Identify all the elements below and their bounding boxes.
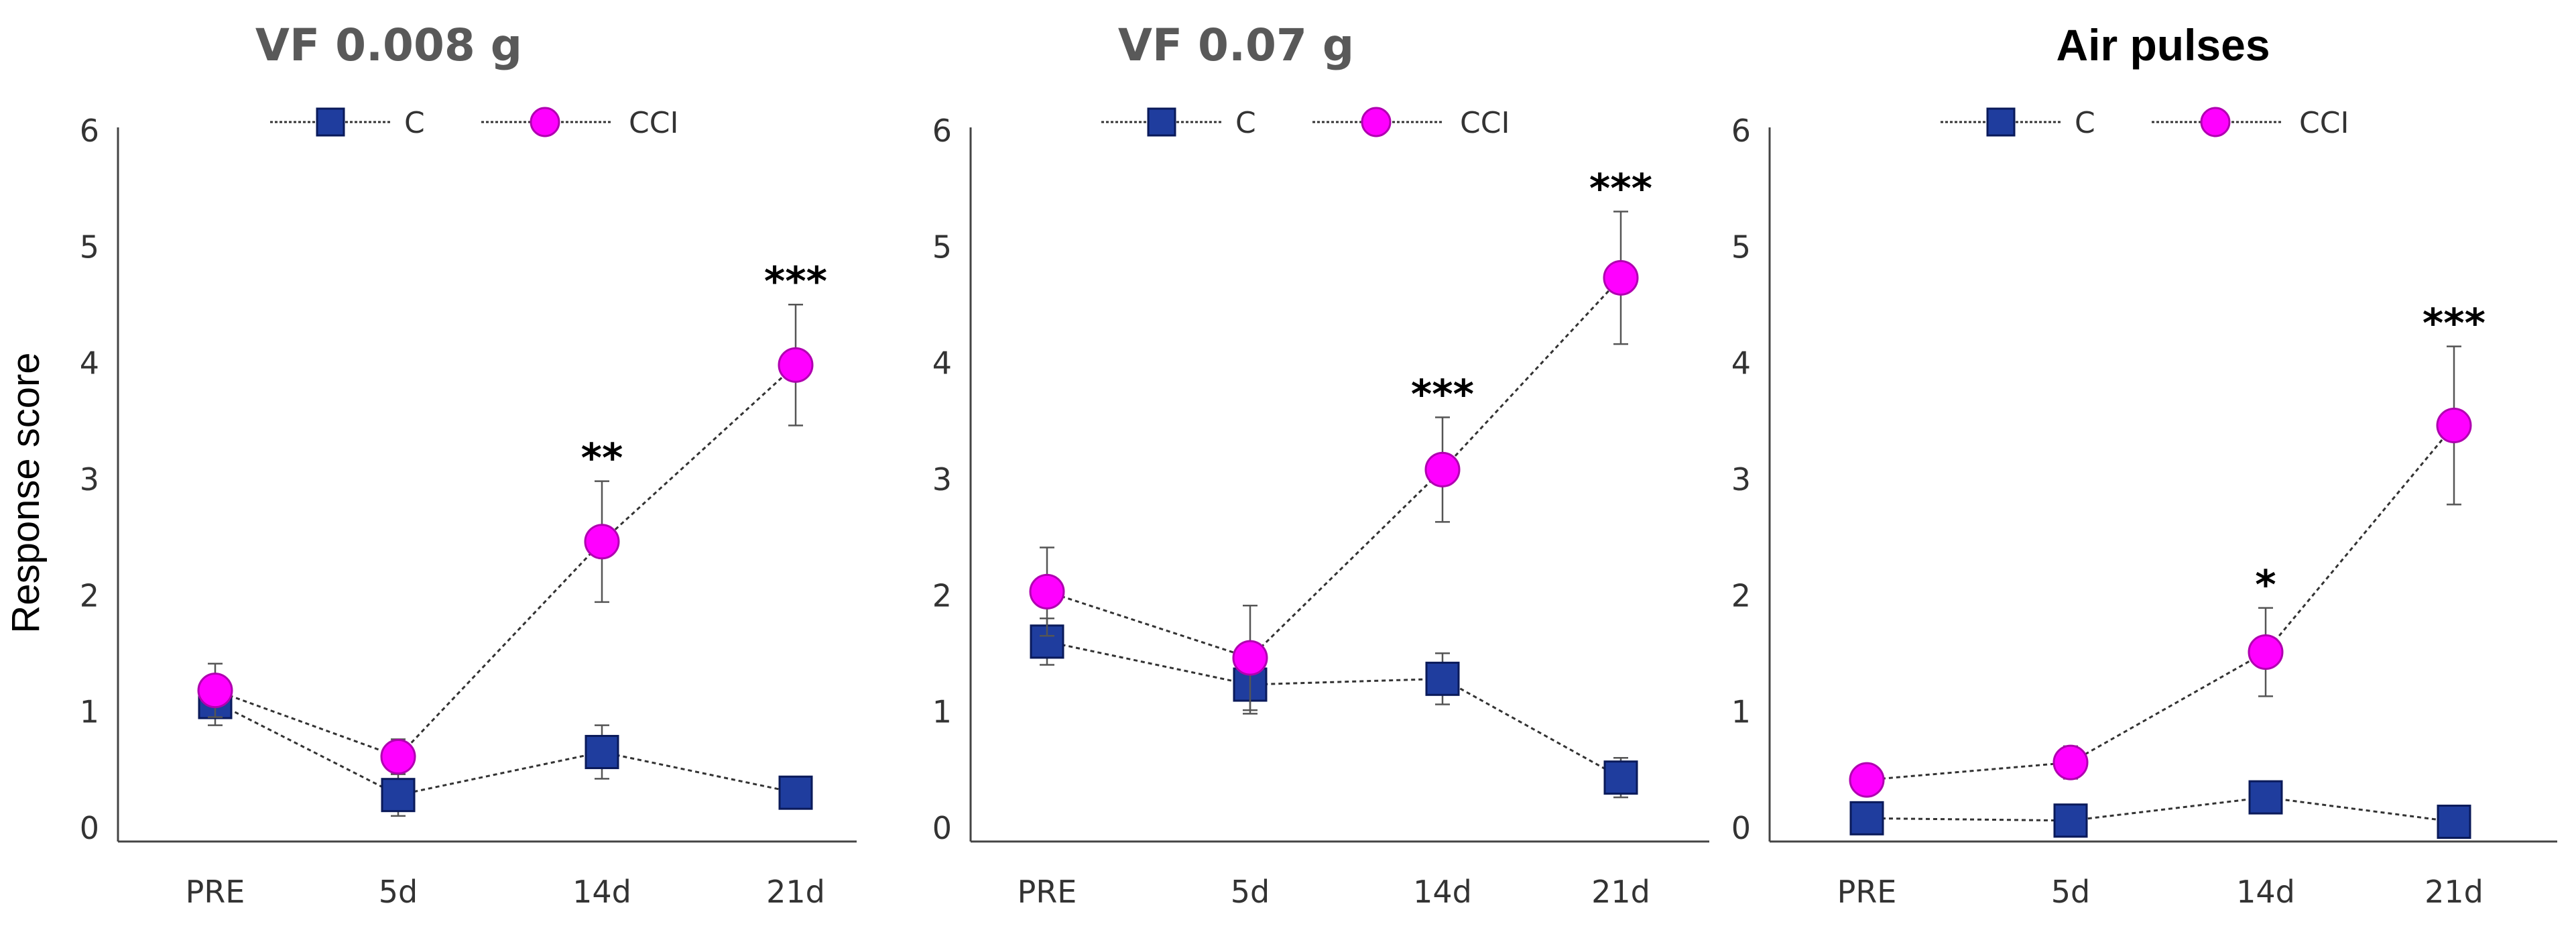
x-tick-label: 21d	[2425, 874, 2483, 910]
data-point-cci	[1424, 451, 1461, 487]
y-tick-label: 5	[932, 229, 952, 265]
x-tick-label: 14d	[1413, 874, 1472, 910]
significance-marker: *	[2255, 562, 2276, 609]
significance-marker: **	[581, 435, 623, 482]
legend-label-cci: CCI	[2299, 106, 2349, 140]
data-point-c	[1425, 661, 1460, 696]
data-point-c	[1603, 760, 1638, 795]
legend-label-cci: CCI	[629, 106, 678, 140]
y-tick-label: 0	[80, 810, 99, 846]
legend-marker-cci	[2200, 107, 2231, 137]
y-tick-label: 6	[80, 113, 99, 149]
data-point-cci	[2248, 634, 2284, 670]
data-point-cci	[1232, 640, 1268, 676]
significance-marker: ***	[1411, 371, 1474, 418]
legend-label-c: C	[1235, 106, 1256, 140]
x-tick-label: PRE	[1018, 874, 1077, 910]
legend-marker-cci	[530, 107, 560, 137]
y-tick-label: 4	[80, 345, 99, 382]
x-tick-label: PRE	[186, 874, 245, 910]
y-tick-label: 2	[1731, 577, 1751, 614]
series-line-c	[214, 701, 796, 797]
y-tick-label: 3	[1731, 461, 1751, 498]
x-tick-label: 5d	[379, 874, 418, 910]
y-tick-label: 2	[80, 577, 99, 614]
data-point-cci	[2052, 744, 2089, 780]
y-tick-label: 1	[80, 694, 99, 730]
legend-marker-c	[1147, 107, 1176, 137]
series-line-cci	[214, 364, 797, 758]
y-axis-label: Response score	[4, 352, 48, 633]
legend-marker-cci	[1361, 107, 1392, 137]
y-tick-label: 3	[932, 461, 952, 498]
panel-title: VF 0.008 g	[255, 19, 522, 71]
x-tick-label: 5d	[2051, 874, 2090, 910]
y-tick-label: 0	[932, 810, 952, 846]
y-tick-label: 5	[80, 229, 99, 265]
data-point-c	[1849, 801, 1884, 835]
significance-marker: ***	[2422, 300, 2486, 347]
data-point-cci	[778, 347, 814, 383]
data-point-c	[2437, 805, 2471, 840]
data-point-cci	[2436, 407, 2472, 443]
data-point-c	[585, 735, 619, 770]
legend-marker-c	[1986, 107, 2016, 137]
y-tick-label: 6	[932, 113, 952, 149]
legend-label-c: C	[404, 106, 425, 140]
x-tick-label: 21d	[766, 874, 825, 910]
data-point-cci	[197, 673, 233, 709]
data-point-c	[2248, 780, 2283, 815]
significance-marker: ***	[764, 258, 827, 305]
legend-label-cci: CCI	[1460, 106, 1510, 140]
data-point-cci	[1849, 762, 1885, 798]
significance-marker: ***	[1589, 166, 1652, 213]
data-point-cci	[380, 738, 416, 774]
legend-marker-c	[316, 107, 345, 137]
y-tick-label: 4	[1731, 345, 1751, 382]
x-tick-label: 5d	[1231, 874, 1270, 910]
y-tick-label: 2	[932, 577, 952, 614]
y-tick-label: 5	[1731, 229, 1751, 265]
legend-label-c: C	[2075, 106, 2095, 140]
series-line-c	[1046, 640, 1621, 778]
y-tick-label: 1	[932, 694, 952, 730]
data-point-c	[381, 778, 416, 813]
x-tick-label: 21d	[1591, 874, 1650, 910]
y-tick-label: 1	[1731, 694, 1751, 730]
y-tick-label: 6	[1731, 113, 1751, 149]
x-tick-label: PRE	[1837, 874, 1897, 910]
series-line-cci	[1866, 424, 2455, 781]
y-tick-label: 3	[80, 461, 99, 498]
data-point-c	[2053, 803, 2088, 838]
data-point-c	[778, 775, 813, 810]
panel-title: Air pulses	[2056, 20, 2270, 70]
data-point-cci	[584, 524, 620, 560]
series-line-c	[1866, 796, 2455, 823]
y-tick-label: 0	[1731, 810, 1751, 846]
y-tick-label: 4	[932, 345, 952, 382]
panel-2: VF 0.07 g C CCI 0 1 2 3 4 5 6 PRE 5d 14d 21d *** ***	[932, 19, 1709, 910]
x-tick-label: 14d	[2236, 874, 2295, 910]
x-tick-label: 14d	[572, 874, 631, 910]
data-point-cci	[1029, 573, 1065, 610]
data-point-cci	[1603, 259, 1639, 296]
series-line-cci	[1046, 277, 1622, 659]
panel-title: VF 0.07 g	[1118, 19, 1354, 71]
